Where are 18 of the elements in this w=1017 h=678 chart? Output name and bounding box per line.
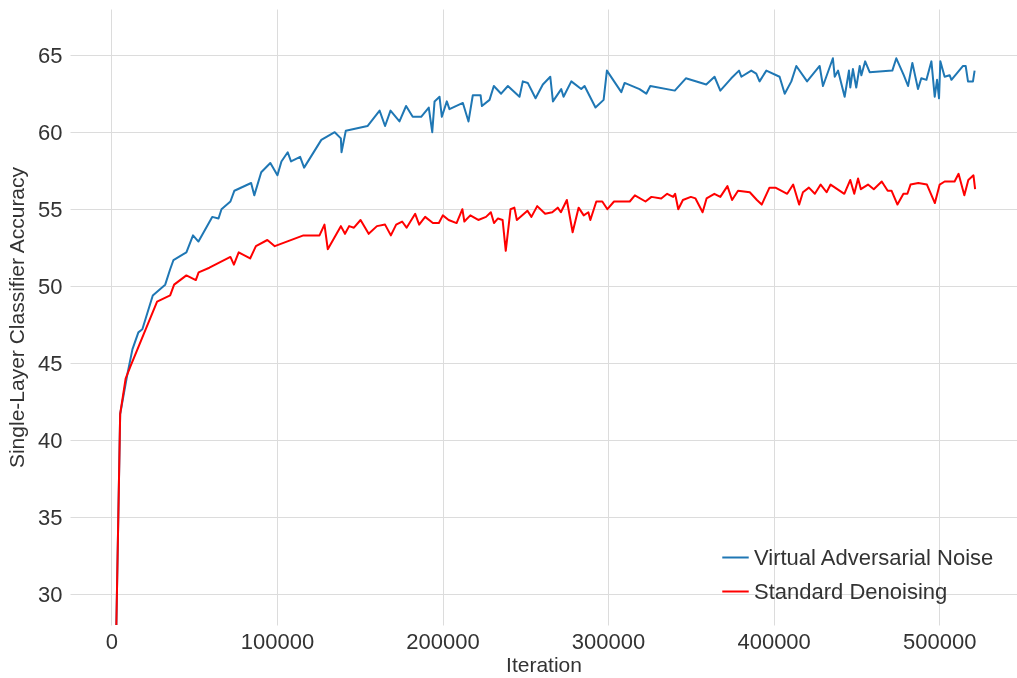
legend-label: Virtual Adversarial Noise — [754, 544, 994, 570]
x-tick-label: 200000 — [406, 628, 480, 654]
y-tick-label: 35 — [38, 504, 63, 530]
y-tick-label: 65 — [38, 42, 63, 68]
y-tick-label: 50 — [38, 273, 63, 299]
x-tick-label: 400000 — [737, 628, 811, 654]
y-tick-label: 60 — [38, 119, 63, 145]
x-tick-label: 500000 — [902, 628, 977, 654]
x-tick-label: 100000 — [240, 628, 315, 654]
legend-label: Standard Denoising — [754, 578, 948, 604]
y-tick-label: 40 — [38, 427, 63, 453]
x-tick-label: 0 — [105, 628, 119, 654]
x-axis-title: Iteration — [506, 652, 582, 676]
y-tick-label: 30 — [38, 581, 63, 607]
x-tick-label: 300000 — [571, 628, 646, 654]
y-tick-label: 45 — [38, 350, 63, 376]
y-tick-label: 55 — [38, 196, 63, 222]
y-axis-title: Single-Layer Classifier Accuracy — [5, 166, 29, 469]
